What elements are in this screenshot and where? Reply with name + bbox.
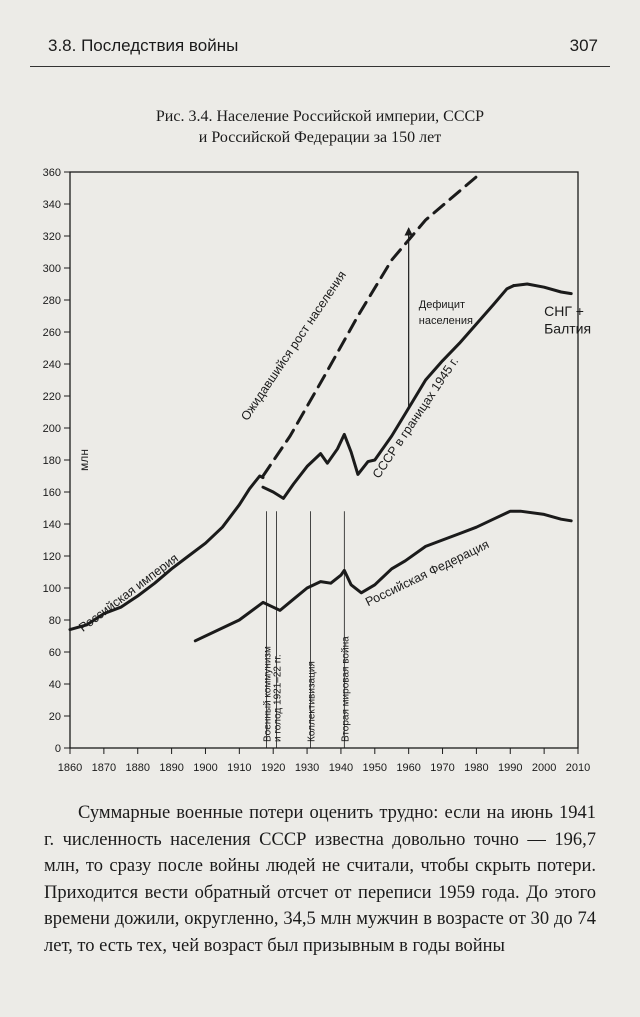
series-line	[261, 284, 516, 500]
y-tick-label: 100	[43, 583, 61, 595]
series-line	[193, 509, 573, 643]
x-tick-label: 1980	[464, 762, 488, 774]
x-tick-label: 1950	[363, 762, 387, 774]
y-tick-label: 340	[43, 199, 61, 211]
y-tick-label: 300	[43, 263, 61, 275]
y-tick-label: 160	[43, 487, 61, 499]
event-label: Коллективизация	[306, 661, 317, 742]
annotation-label: Российская Федерация	[363, 537, 491, 609]
x-tick-label: 1960	[396, 762, 420, 774]
x-tick-label: 1910	[227, 762, 251, 774]
event-label: и голод 1921–22 гг.	[273, 654, 284, 742]
x-tick-label: 1920	[261, 762, 285, 774]
section-title: 3.8. Последствия войны	[48, 36, 239, 55]
event-label: Военный коммунизм	[262, 646, 273, 742]
y-tick-label: 180	[43, 455, 61, 467]
y-tick-label: 240	[43, 359, 61, 371]
series-line	[68, 474, 265, 632]
x-tick-label: 1900	[193, 762, 217, 774]
y-tick-label: 40	[49, 679, 61, 691]
y-tick-label: 20	[49, 711, 61, 723]
annotation-label: населения	[419, 315, 473, 327]
annotation-label: Российская империя	[76, 551, 181, 635]
y-axis-label: млн	[77, 449, 91, 471]
annotation-label: СССР в границах 1945 г.	[370, 355, 462, 481]
x-tick-label: 1970	[430, 762, 454, 774]
body-paragraph: Суммарные военные потери оценить трудно:…	[44, 803, 596, 956]
y-tick-label: 140	[43, 519, 61, 531]
x-tick-label: 2010	[566, 762, 590, 774]
x-tick-label: 2000	[532, 762, 556, 774]
y-tick-label: 260	[43, 327, 61, 339]
series-line	[261, 175, 478, 478]
body-text: Суммарные военные потери оценить трудно:…	[44, 800, 596, 959]
y-tick-label: 60	[49, 647, 61, 659]
y-tick-label: 220	[43, 391, 61, 403]
x-tick-label: 1990	[498, 762, 522, 774]
population-chart: 0 20 40 60 80 100 120 140 160 180 200 220 240 260 280 3…	[43, 167, 591, 774]
x-tick-label: 1890	[159, 762, 183, 774]
x-tick-label: 1940	[329, 762, 353, 774]
y-tick-label: 120	[43, 551, 61, 563]
x-tick-label: 1930	[295, 762, 319, 774]
figure-caption: Рис. 3.4. Население Российской империи, …	[60, 106, 580, 148]
page-header: 3.8. Последствия войны 307	[30, 30, 610, 67]
y-tick-label: 280	[43, 295, 61, 307]
y-tick-label: 200	[43, 423, 61, 435]
y-tick-label: 80	[49, 615, 61, 627]
y-tick-label: 320	[43, 231, 61, 243]
annotation-label: Дефицит	[419, 299, 465, 311]
caption-line-2: и Российской Федерации за 150 лет	[198, 129, 442, 146]
y-tick-label: 360	[43, 167, 61, 179]
y-tick-label: 0	[55, 743, 61, 755]
x-tick-label: 1870	[92, 762, 116, 774]
annotation-label: СНГ +	[544, 303, 584, 319]
annotation-label: Ожидавшийся рост населения	[238, 268, 349, 423]
page-number: 307	[569, 36, 598, 55]
caption-line-1: Рис. 3.4. Население Российской империи, …	[155, 108, 485, 125]
event-label: Вторая мировая война	[340, 636, 351, 742]
x-tick-label: 1860	[58, 762, 82, 774]
series-line	[512, 282, 573, 296]
x-tick-label: 1880	[125, 762, 149, 774]
annotation-label: Балтия	[544, 321, 591, 337]
